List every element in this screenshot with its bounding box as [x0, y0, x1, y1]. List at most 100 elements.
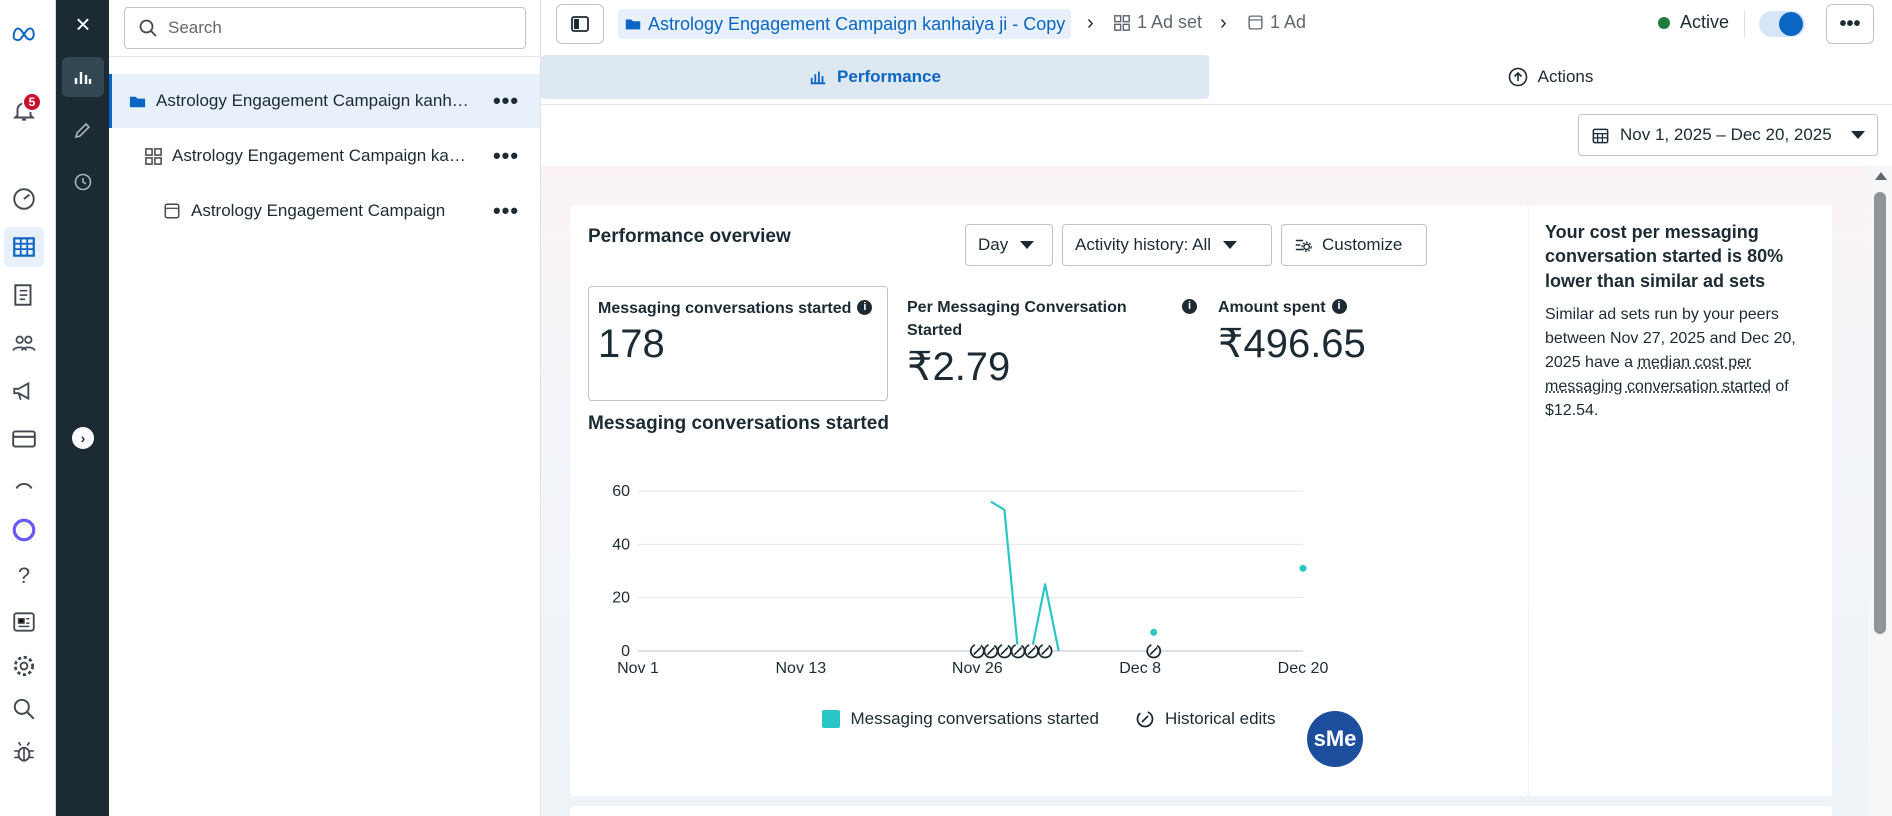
insight-title: Your cost per messaging conversation sta…: [1545, 222, 1784, 291]
legend-item-series[interactable]: Messaging conversations started: [822, 709, 1099, 729]
close-icon[interactable]: ×: [75, 8, 91, 39]
next-card: [570, 806, 1832, 816]
historical-edit-slash: [1041, 646, 1050, 656]
row-more-button[interactable]: •••: [492, 88, 520, 113]
loading-arc-icon: [4, 463, 44, 503]
scroll-up-arrow-icon[interactable]: [1875, 172, 1887, 180]
breadcrumb-chevron-icon: ›: [1220, 12, 1227, 34]
breadcrumb-adset-label: 1 Ad set: [1137, 12, 1203, 32]
series-line: [990, 500, 1060, 653]
search-icon[interactable]: [4, 689, 44, 729]
historical-edit-slash: [1013, 646, 1023, 656]
settings-gear-icon[interactable]: [4, 646, 44, 686]
editor-tool-column: × ›: [56, 0, 109, 816]
status-dot: [1658, 16, 1670, 29]
info-icon[interactable]: i: [857, 300, 873, 315]
main-area: Astrology Engagement Campaign kanhaiya j…: [541, 0, 1892, 816]
tree-row-label: Astrology Engagement Campaign: [191, 201, 446, 220]
legend-series-label: Messaging conversations started: [850, 709, 1099, 728]
info-icon[interactable]: i: [1182, 299, 1197, 314]
top-bar: Astrology Engagement Campaign kanhaiya j…: [541, 0, 1892, 47]
edit-pencil-icon[interactable]: [62, 110, 104, 150]
insight-text-end: of $12.54.: [1545, 377, 1789, 419]
info-icon[interactable]: i: [1331, 299, 1347, 314]
audiences-icon[interactable]: [4, 323, 44, 363]
activity-history-dropdown[interactable]: Activity history: All: [1062, 224, 1272, 266]
tree-row-label: Astrology Engagement Campaign kanhaiya j…: [156, 91, 478, 110]
row-more-button[interactable]: •••: [492, 143, 520, 168]
pages-icon[interactable]: [4, 275, 44, 315]
active-toggle[interactable]: [1759, 11, 1805, 37]
tree-search-input[interactable]: [168, 18, 508, 38]
breadcrumb-adset[interactable]: 1 Ad set: [1113, 12, 1202, 33]
y-tick-label: 0: [621, 643, 630, 660]
activity-history-label: Activity history: All: [1075, 235, 1212, 254]
historical-edit-slash: [1149, 646, 1158, 656]
breadcrumb-campaign[interactable]: Astrology Engagement Campaign kanhaiya j…: [618, 9, 1072, 39]
metric-value: ₹2.79: [907, 345, 1011, 390]
bell-icon[interactable]: 5: [4, 91, 44, 131]
tabs-divider: [541, 104, 1892, 105]
historical-edit-icon: [1136, 710, 1154, 728]
dashboard-gauge-icon[interactable]: [4, 179, 44, 219]
legend-item-edits[interactable]: Historical edits: [1135, 709, 1276, 729]
search-icon: [139, 19, 157, 37]
meta-ai-ring-icon[interactable]: [4, 510, 44, 550]
scroll-thumb[interactable]: [1874, 192, 1886, 634]
legend-swatch: [822, 710, 841, 728]
billing-card-icon[interactable]: [4, 419, 44, 459]
tab-actions-label: Actions: [1537, 67, 1594, 86]
x-tick-label: Nov 26: [952, 660, 1003, 677]
x-tick-label: Dec 20: [1278, 660, 1329, 677]
more-options-button[interactable]: •••: [1826, 4, 1874, 44]
bar-chart-icon: [810, 71, 826, 85]
breadcrumb-ad[interactable]: 1 Ad: [1247, 12, 1306, 33]
ads-manager-table-icon[interactable]: [4, 227, 44, 267]
x-tick-label: Dec 8: [1119, 660, 1161, 677]
insight-panel: Your cost per messaging conversation sta…: [1529, 206, 1832, 796]
metric-card-conversations[interactable]: Messaging conversations started i 178: [588, 286, 888, 401]
granularity-dropdown[interactable]: Day: [965, 224, 1053, 266]
y-tick-label: 40: [612, 536, 630, 553]
divider: [1744, 10, 1745, 38]
megaphone-icon[interactable]: [4, 371, 44, 411]
median-cost-link[interactable]: median cost per messaging conversation s…: [1545, 353, 1771, 395]
actions-upload-icon: [1508, 67, 1527, 87]
x-tick-label: Nov 1: [617, 660, 659, 677]
metric-card-amount-spent[interactable]: Amount spent i ₹496.65: [1218, 286, 1478, 377]
performance-chart-icon[interactable]: [62, 57, 104, 97]
ad-page-icon: [1248, 15, 1263, 30]
performance-overview-card: Performance overview Day Activity histor…: [570, 206, 1528, 796]
metric-value: ₹496.65: [1218, 322, 1366, 367]
row-more-button[interactable]: •••: [492, 198, 520, 223]
news-icon[interactable]: [4, 602, 44, 642]
tree-search-box[interactable]: [124, 7, 526, 49]
customize-button[interactable]: Customize: [1281, 224, 1427, 266]
tree-row-campaign[interactable]: Astrology Engagement Campaign kanhaiya j…: [109, 74, 540, 128]
toggle-panel-button[interactable]: [556, 4, 604, 44]
adset-grid-icon: [1114, 14, 1130, 31]
help-icon[interactable]: ?: [17, 563, 31, 588]
card-title: Performance overview: [588, 226, 791, 247]
historical-edit-slash: [973, 646, 982, 656]
tab-performance[interactable]: Performance: [541, 55, 1209, 99]
expand-chevron-icon[interactable]: ›: [72, 427, 94, 449]
insight-body: Similar ad sets run by your peers betwee…: [1545, 303, 1816, 423]
tree-row-adset[interactable]: Astrology Engagement Campaign kanhaiya j…: [109, 129, 540, 183]
history-clock-icon[interactable]: [62, 162, 104, 202]
breadcrumb-ad-label: 1 Ad: [1270, 12, 1307, 32]
breadcrumb-chevron-icon: ›: [1087, 12, 1094, 34]
metric-card-cost-per[interactable]: Per Messaging Conversation Started i ₹2.7…: [907, 286, 1197, 400]
global-nav-rail: 5 ?: [0, 0, 56, 816]
meta-logo-icon[interactable]: [4, 13, 44, 53]
scrollbar[interactable]: [1868, 166, 1892, 816]
date-range-picker[interactable]: Nov 1, 2025 – Dec 20, 2025: [1578, 114, 1878, 156]
notification-badge: 5: [22, 92, 42, 112]
floating-avatar[interactable]: sMe: [1307, 711, 1363, 767]
tab-actions[interactable]: Actions: [1209, 55, 1892, 99]
tree-row-ad[interactable]: Astrology Engagement Campaign •••: [109, 184, 540, 238]
metric-label: Amount spent: [1218, 299, 1326, 316]
bug-report-icon[interactable]: [4, 732, 44, 772]
y-tick-label: 20: [612, 590, 630, 607]
chart-title: Messaging conversations started: [588, 413, 889, 434]
